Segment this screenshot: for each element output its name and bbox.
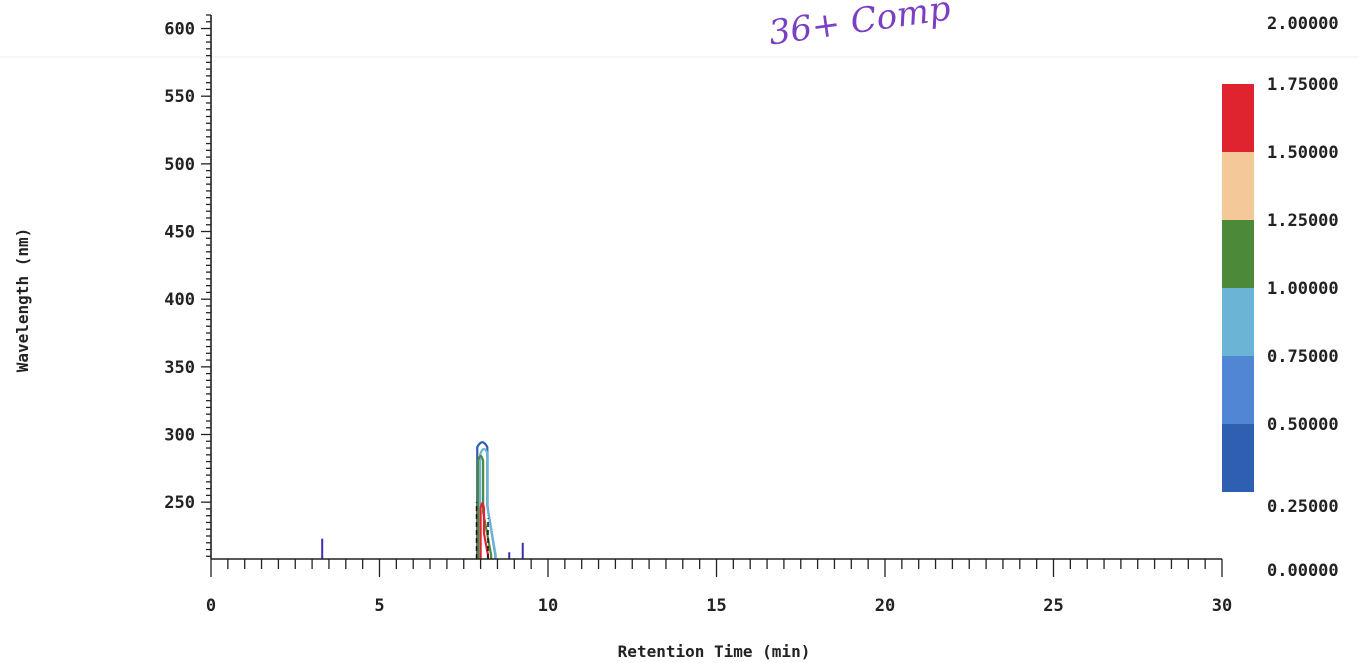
contour-line-2 — [476, 454, 493, 559]
handwritten-annotation: 36+ Comp — [766, 0, 953, 54]
x-tick-label: 25 — [1043, 596, 1063, 616]
colorbar-label: 1.00000 — [1267, 279, 1339, 299]
x-axis-title: Retention Time (min) — [618, 642, 811, 661]
y-tick-label: 250 — [164, 493, 195, 513]
x-tick-label: 20 — [875, 596, 895, 616]
colorbar-label: 1.25000 — [1267, 211, 1339, 231]
y-tick-label: 600 — [164, 20, 195, 40]
colorbar-band-4 — [1222, 356, 1254, 424]
x-tick-label: 5 — [374, 596, 384, 616]
plot-area — [0, 56, 1359, 559]
x-tick-label: 10 — [538, 596, 558, 616]
colorbar-label: 2.00000 — [1267, 14, 1339, 34]
colorbar-band-5 — [1222, 424, 1254, 492]
y-tick-label: 550 — [164, 87, 195, 107]
colorbar-label: 0.25000 — [1267, 497, 1339, 517]
y-tick-label: 400 — [164, 290, 195, 310]
colorbar-band-1 — [1222, 152, 1254, 220]
y-tick-label: 450 — [164, 223, 195, 243]
y-tick-label: 500 — [164, 155, 195, 175]
colorbar-label: 0.00000 — [1267, 561, 1339, 581]
colorbar-band-3 — [1222, 288, 1254, 356]
axes: 250 300 350 400 450 500 550 600 0 5 10 15 20 25 30 — [164, 14, 1232, 616]
y-tick-label: 350 — [164, 358, 195, 378]
colorbar-label: 0.50000 — [1267, 415, 1339, 435]
colorbar-label: 1.75000 — [1267, 75, 1339, 95]
colorbar-label: 1.50000 — [1267, 143, 1339, 163]
colorbar: 2.00000 1.75000 1.50000 1.25000 1.00000 0.750… — [1222, 14, 1339, 581]
contour-line-3 — [479, 502, 490, 559]
contour-line-1 — [479, 447, 497, 559]
x-tick-label: 30 — [1212, 596, 1232, 616]
colorbar-band-2 — [1222, 220, 1254, 288]
x-tick-label: 15 — [706, 596, 726, 616]
y-tick-label: 300 — [164, 426, 195, 446]
colorbar-label: 0.75000 — [1267, 347, 1339, 367]
y-axis-title: Wavelength (nm) — [13, 228, 32, 373]
x-tick-label: 0 — [206, 596, 216, 616]
colorbar-band-0 — [1222, 84, 1254, 152]
